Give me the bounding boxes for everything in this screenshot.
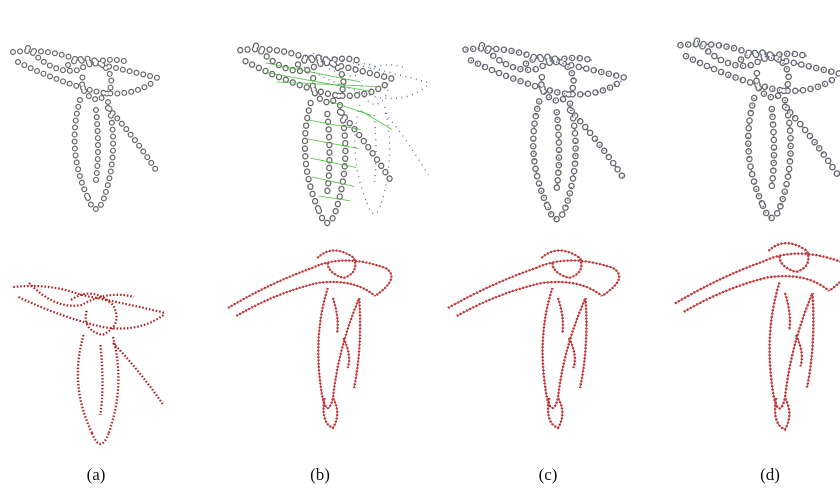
figure-panels: (a) (b) (c) (d) — [0, 0, 840, 496]
caption: (c) — [539, 465, 558, 484]
panel-a-bottom — [13, 283, 165, 444]
panel-b-top — [240, 46, 430, 223]
caption: (b) — [310, 465, 330, 484]
caption: (a) — [87, 465, 106, 484]
panel-d-top — [681, 41, 840, 218]
panel-c-bottom — [448, 251, 619, 429]
caption: (d) — [760, 465, 780, 484]
panel-b-bottom — [228, 251, 391, 429]
figure: (a) (b) (c) (d) — [0, 0, 840, 496]
panel-c-top — [466, 45, 626, 219]
panel-d-bottom — [675, 243, 840, 429]
panel-a-top — [13, 48, 158, 209]
